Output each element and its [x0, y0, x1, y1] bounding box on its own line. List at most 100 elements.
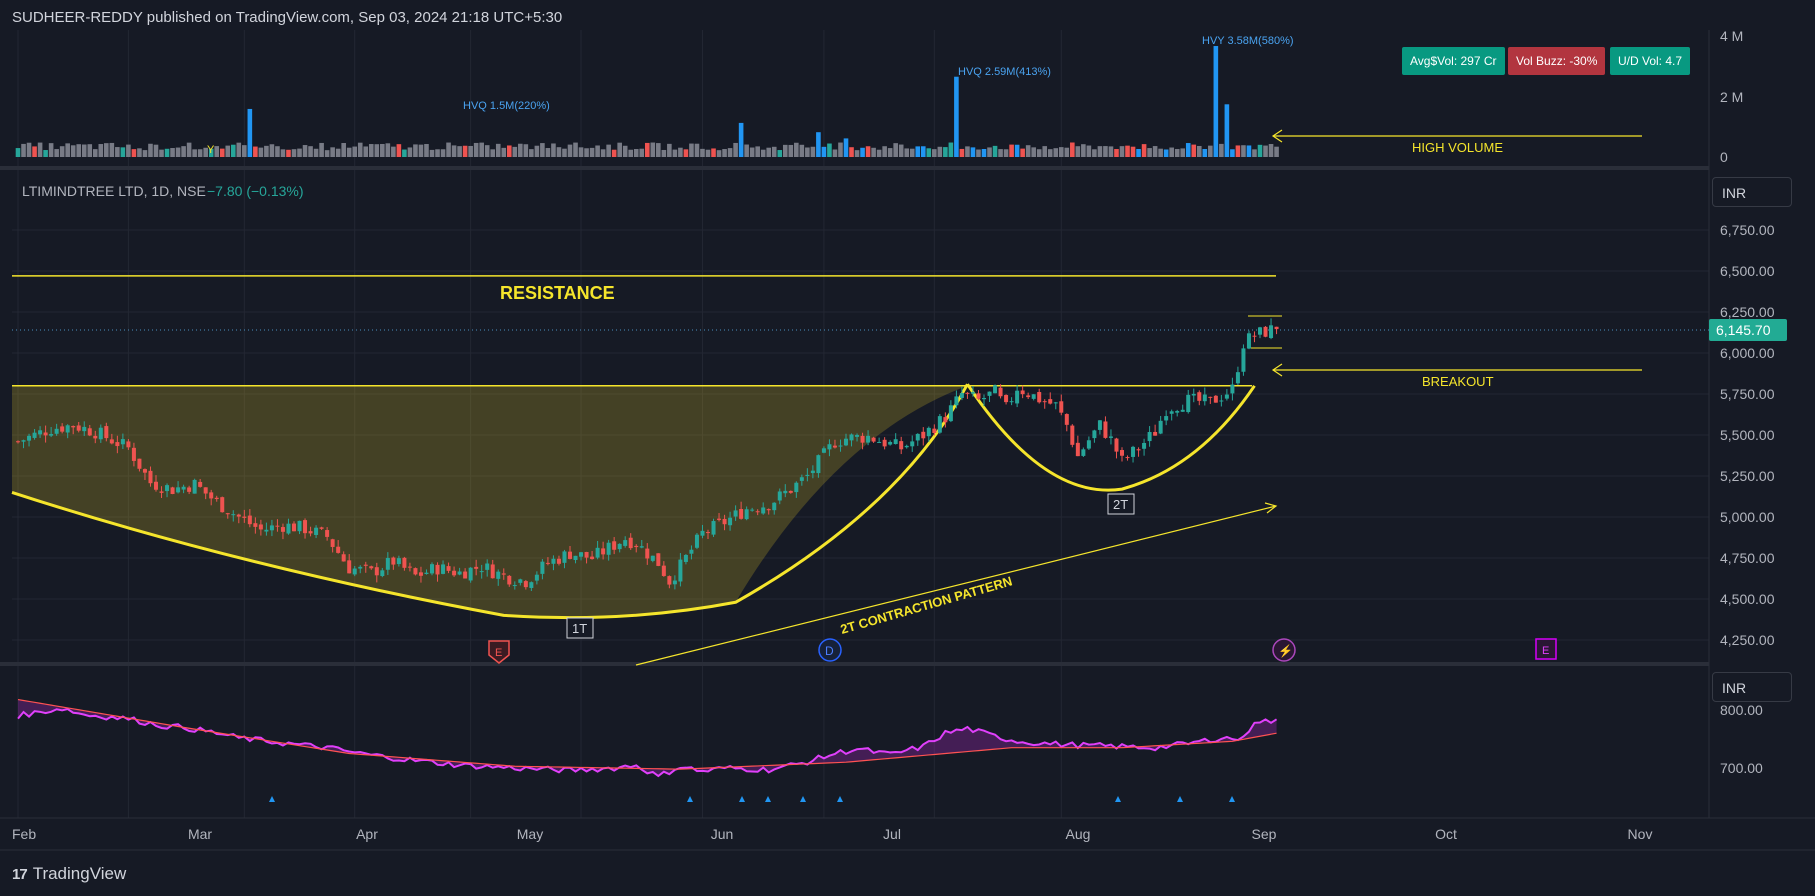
candle-body	[385, 557, 390, 570]
candle-body	[104, 426, 109, 439]
candle-body	[672, 580, 677, 585]
first-contraction-curve[interactable]	[11, 383, 969, 620]
volume-bar	[142, 150, 148, 157]
high-volume-label: HIGH VOLUME	[1412, 140, 1503, 155]
candle-body	[225, 513, 230, 515]
volume-bar	[1042, 146, 1048, 157]
hvy-label: HVY 3.58M(580%)	[1202, 35, 1294, 47]
volume-bar	[1246, 145, 1252, 157]
candle-body	[209, 492, 214, 499]
candle-body	[926, 427, 931, 437]
candle-body	[468, 567, 473, 581]
split-icon[interactable]: ⚡	[1272, 638, 1296, 662]
avg-dollar-volume-badge: Avg$Vol: 297 Cr	[1402, 47, 1505, 75]
volume-bar	[1230, 149, 1235, 157]
candle-body	[275, 525, 280, 527]
candle-body	[1252, 335, 1257, 337]
candle-body	[142, 469, 147, 473]
volume-bar	[495, 143, 501, 157]
volume-bar	[280, 149, 286, 157]
candle-body	[137, 458, 142, 469]
candle-body	[595, 547, 600, 558]
indicator-axis: 700.00 800.00	[1720, 702, 1763, 776]
candle-body	[623, 540, 628, 546]
volume-bar	[148, 143, 153, 157]
volume-bar	[269, 144, 275, 157]
volume-bar	[1020, 148, 1025, 157]
tradingview-logo[interactable]: 17 TradingView	[12, 864, 127, 883]
volume-bar	[777, 150, 783, 157]
candle-body	[534, 574, 539, 581]
volume-bar	[352, 146, 358, 157]
candle-body	[1246, 333, 1251, 349]
volume-bar	[429, 149, 435, 157]
candle-body	[772, 502, 777, 511]
indicator-currency-selector[interactable]: INR	[1712, 672, 1792, 702]
volume-bar	[330, 147, 335, 157]
candle-body	[650, 555, 655, 561]
volume-bar	[771, 146, 777, 157]
candle-body	[198, 481, 203, 487]
currency-selector[interactable]: INR	[1712, 177, 1792, 207]
breakout-label: BREAKOUT	[1422, 374, 1494, 389]
volume-bar	[264, 145, 269, 157]
volume-tick-label: 4 M	[1720, 28, 1743, 44]
volume-bar	[164, 148, 170, 157]
rs-new-high-marker	[1115, 796, 1121, 802]
volume-bar	[1274, 146, 1279, 157]
candle-body	[579, 552, 584, 557]
time-axis[interactable]: Feb Mar Apr May Jun Jul Aug Sep Oct Nov	[12, 826, 1652, 842]
change-label: −7.80 (−0.13%)	[207, 183, 304, 199]
candle-body	[352, 568, 357, 575]
volume-bar	[573, 142, 578, 157]
trend-arrow-head	[1264, 502, 1278, 514]
contraction-label: 2T CONTRACTION PATTERN	[839, 573, 1014, 636]
svg-text:D: D	[825, 644, 834, 658]
hvq1-label: HVQ 1.5M(220%)	[463, 100, 550, 112]
candle-body	[319, 527, 324, 529]
price-axis[interactable]: 4,250.00 4,500.00 4,750.00 5,000.00 5,250.00…	[1720, 222, 1775, 648]
candle-body	[1086, 440, 1091, 449]
candle-body	[407, 566, 412, 568]
volume-bar	[876, 149, 882, 157]
candle-body	[1180, 409, 1185, 412]
earnings-icon[interactable]: E	[488, 640, 510, 664]
contraction-trend-line[interactable]	[635, 505, 1277, 666]
candle-body	[518, 579, 523, 583]
volume-bar	[286, 149, 291, 157]
candle-body	[269, 525, 274, 531]
relative-strength-pane	[17, 698, 1278, 802]
volume-bar	[915, 146, 921, 157]
second-contraction-curve[interactable]	[966, 383, 1256, 492]
candle-body	[777, 491, 782, 501]
volume-bar	[1086, 145, 1092, 157]
volume-bar	[689, 143, 694, 157]
candle-body	[523, 581, 528, 588]
volume-bar	[335, 148, 341, 157]
candle-body	[766, 509, 771, 511]
earnings-icon-upcoming[interactable]: E	[1535, 638, 1557, 660]
volume-bar	[131, 149, 137, 157]
volume-bar	[462, 145, 468, 157]
candle-body	[214, 497, 219, 500]
dividend-icon[interactable]: D	[818, 638, 842, 662]
volume-bar	[540, 143, 545, 157]
volume-bar	[15, 148, 21, 157]
volume-bar	[904, 148, 910, 157]
candle-body	[165, 485, 170, 492]
breakout-arrow-head	[1271, 363, 1283, 377]
volume-bar	[727, 148, 733, 157]
t1-label: 1T	[572, 621, 587, 636]
candle-body	[60, 426, 65, 432]
volume-bar	[887, 148, 893, 157]
candle-body	[899, 441, 904, 450]
price-tick-label: 6,750.00	[1720, 222, 1775, 238]
candle-body	[236, 514, 241, 517]
candle-body	[717, 518, 722, 520]
candle-body	[43, 432, 48, 436]
volume-bar	[54, 149, 59, 157]
volume-bar	[805, 147, 810, 157]
price-tick-label: 5,250.00	[1720, 468, 1775, 484]
candle-body	[545, 562, 550, 564]
